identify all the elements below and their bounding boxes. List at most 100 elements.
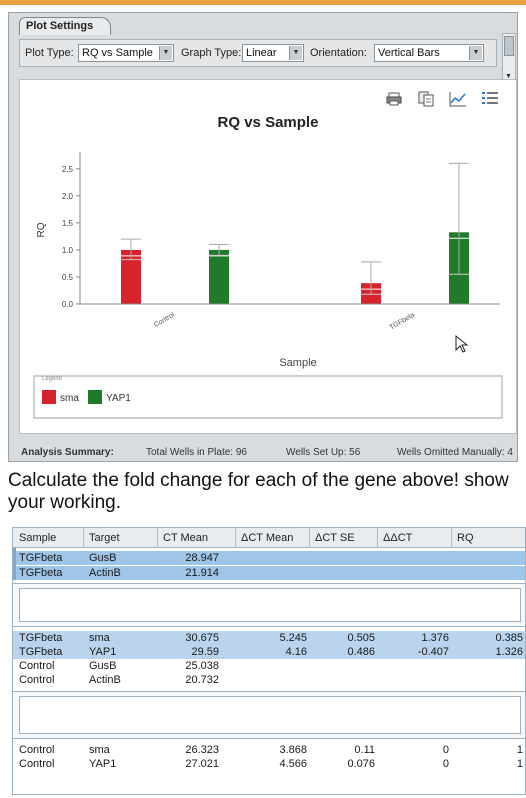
- table-cell: 0.385: [495, 632, 523, 644]
- plot-settings-tab[interactable]: Plot Settings: [19, 17, 111, 35]
- table-row[interactable]: Control YAP1 27.021 4.566 0.076 0 1: [13, 757, 525, 771]
- table-cell: 30.675: [185, 632, 219, 644]
- column-header[interactable]: Sample: [19, 532, 57, 544]
- table-cell: Control: [19, 758, 55, 770]
- table-row[interactable]: TGFbeta sma 30.675 5.245 0.505 1.376 0.385: [13, 631, 525, 645]
- column-header[interactable]: Target: [89, 532, 120, 544]
- table-cell: Control: [19, 744, 55, 756]
- results-table: Sample Target CT Mean ΔCT Mean ΔCT SE ΔΔCT RQ …: [12, 527, 526, 795]
- top-accent-bar: [0, 0, 526, 5]
- column-header[interactable]: ΔΔCT: [383, 532, 413, 544]
- table-cell: sma: [89, 744, 110, 756]
- mouse-cursor-icon: [455, 334, 469, 353]
- table-row[interactable]: TGFbeta ActinB 21.914: [13, 566, 525, 580]
- x-axis: Control TGFbeta: [80, 303, 500, 332]
- question-text: Calculate the fold change for each of th…: [8, 470, 509, 513]
- table-cell: 21.914: [185, 567, 219, 579]
- y-tick-label: 1.0: [62, 246, 74, 255]
- table-row[interactable]: Control sma 26.323 3.868 0.11 0 1: [13, 743, 525, 757]
- selection-indicator: [13, 548, 16, 580]
- y-tick-label: 1.5: [62, 219, 74, 228]
- table-cell: 4.566: [279, 758, 307, 770]
- chevron-down-icon[interactable]: ▼: [289, 46, 302, 60]
- y-tick-label: 2.5: [62, 165, 74, 174]
- table-cell: 4.16: [285, 646, 307, 658]
- column-header[interactable]: CT Mean: [163, 532, 209, 544]
- chart-title: RQ vs Sample: [218, 114, 319, 131]
- total-wells: Total Wells in Plate: 96: [146, 447, 247, 458]
- table-group-box: [19, 588, 521, 622]
- chart-toolbar: [384, 90, 500, 108]
- table-row[interactable]: Control ActinB 20.732: [13, 673, 525, 687]
- table-cell: GusB: [89, 660, 117, 672]
- wells-omitted: Wells Omitted Manually: 4: [397, 447, 513, 458]
- analysis-summary: Analysis Summary: Total Wells in Plate: …: [19, 441, 517, 463]
- table-cell: 1: [516, 758, 523, 770]
- graph-type-value: Linear: [246, 47, 277, 59]
- table-cell: 27.021: [185, 758, 219, 770]
- table-row[interactable]: TGFbeta YAP1 29.59 4.16 0.486 -0.407 1.326: [13, 645, 525, 659]
- settings-scrollbar[interactable]: ▼: [502, 33, 516, 83]
- table-group-box: [19, 696, 521, 734]
- bar-YAP1-Control[interactable]: [209, 249, 229, 304]
- column-header[interactable]: RQ: [457, 532, 474, 544]
- legend-label-YAP1: YAP1: [106, 393, 131, 404]
- chart-area: RQ vs Sample 0.0 0.5 1.0 1.5 2.0 2.5 Control T…: [19, 79, 517, 434]
- legend-box: [33, 375, 503, 419]
- column-divider: [309, 528, 310, 548]
- chevron-down-icon[interactable]: ▼: [159, 46, 172, 60]
- legend-label-sma: sma: [60, 393, 79, 404]
- table-cell: 1.376: [421, 632, 449, 644]
- bars: [121, 162, 469, 304]
- bar-sma-Control[interactable]: [121, 249, 141, 304]
- scrollbar-thumb[interactable]: [504, 36, 514, 56]
- y-axis: 0.0 0.5 1.0 1.5 2.0 2.5: [62, 152, 81, 309]
- table-row[interactable]: TGFbeta GusB 28.947: [13, 551, 525, 565]
- line-chart-icon[interactable]: [448, 90, 468, 108]
- table-cell: TGFbeta: [19, 646, 63, 658]
- table-cell: Control: [19, 674, 55, 686]
- orientation-label: Orientation:: [310, 47, 367, 59]
- graph-type-label: Graph Type:: [181, 47, 242, 59]
- table-cell: sma: [89, 632, 110, 644]
- print-icon[interactable]: [384, 90, 404, 108]
- table-header: Sample Target CT Mean ΔCT Mean ΔCT SE ΔΔCT RQ: [13, 528, 525, 548]
- plot-type-label: Plot Type:: [25, 47, 74, 59]
- x-tick-label: TGFbeta: [389, 312, 417, 332]
- column-divider: [451, 528, 452, 548]
- orientation-value: Vertical Bars: [378, 47, 440, 59]
- x-axis-label: Sample: [279, 357, 316, 369]
- plot-settings-panel: Plot Settings Plot Type: RQ vs Sample ▼ …: [8, 12, 518, 462]
- legend-list-icon[interactable]: [480, 90, 500, 108]
- orientation-select[interactable]: Vertical Bars ▼: [374, 44, 484, 62]
- table-cell: TGFbeta: [19, 552, 63, 564]
- table-cell: 1: [516, 744, 523, 756]
- chevron-down-icon[interactable]: ▼: [469, 46, 482, 60]
- table-cell: TGFbeta: [19, 632, 63, 644]
- table-cell: GusB: [89, 552, 117, 564]
- x-tick-label: Control: [153, 311, 176, 329]
- table-group-spacer: [13, 691, 525, 739]
- summary-label: Analysis Summary:: [21, 447, 114, 458]
- table-cell: -0.407: [417, 646, 449, 658]
- table-cell: 5.245: [279, 632, 307, 644]
- copy-icon[interactable]: [416, 90, 436, 108]
- graph-type-select[interactable]: Linear ▼: [242, 44, 304, 62]
- scroll-down-icon[interactable]: ▼: [505, 73, 512, 80]
- table-cell: 0: [442, 744, 449, 756]
- table-row[interactable]: Control GusB 25.038: [13, 659, 525, 673]
- plot-type-select[interactable]: RQ vs Sample ▼: [78, 44, 174, 62]
- table-cell: 25.038: [185, 660, 219, 672]
- column-header[interactable]: ΔCT SE: [315, 532, 355, 544]
- column-header[interactable]: ΔCT Mean: [241, 532, 294, 544]
- y-axis-label: RQ: [36, 222, 47, 237]
- table-cell: 1.326: [495, 646, 523, 658]
- legend-swatch-YAP1: [88, 390, 102, 404]
- table-cell: YAP1: [89, 758, 117, 770]
- table-cell: 26.323: [185, 744, 219, 756]
- table-cell: ActinB: [89, 674, 121, 686]
- table-cell: 29.59: [191, 646, 219, 658]
- table-cell: TGFbeta: [19, 567, 63, 579]
- column-divider: [235, 528, 236, 548]
- y-tick-label: 0.5: [62, 273, 74, 282]
